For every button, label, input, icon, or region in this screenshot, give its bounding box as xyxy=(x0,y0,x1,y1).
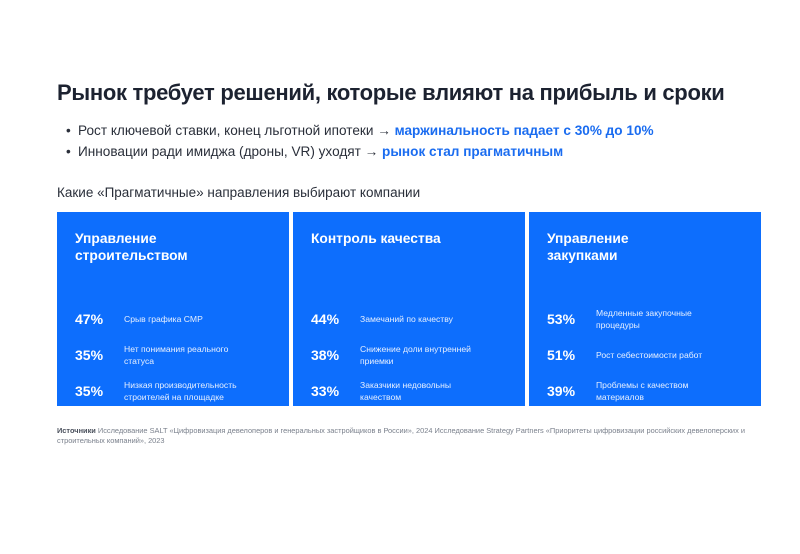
sources-text: Исследование SALT «Цифровизация девелопе… xyxy=(57,426,745,445)
metric-row: 38% Снижение доли внутренней приемки xyxy=(311,337,507,373)
metric-row: 35% Низкая производительность строителей… xyxy=(75,373,271,409)
metric-row: 44% Замечаний по качеству xyxy=(311,301,507,337)
metric-value: 53% xyxy=(547,311,576,327)
card-title: Управление закупками xyxy=(547,231,629,263)
bullet-text: Инновации ради имиджа (дроны, VR) уходят… xyxy=(78,144,383,159)
bullet-highlight: маржинальность падает с 30% до 10% xyxy=(394,123,654,138)
metric-label: Медленные закупочные процедуры xyxy=(596,308,692,330)
metric-value: 44% xyxy=(311,311,340,327)
card-title: Контроль качества xyxy=(311,231,441,246)
metric-value: 35% xyxy=(75,383,104,399)
metric-value: 33% xyxy=(311,383,340,399)
bullet-item: • Инновации ради имиджа (дроны, VR) уходя… xyxy=(66,141,654,162)
bullet-marker: • xyxy=(66,123,71,138)
metric-label: Нет понимания реального статуса xyxy=(124,344,229,366)
metric-label: Низкая производительность строителей на … xyxy=(124,380,237,402)
metric-list: 44% Замечаний по качеству 38% Снижение д… xyxy=(311,301,507,409)
metric-value: 47% xyxy=(75,311,104,327)
metric-list: 53% Медленные закупочные процедуры 51% Р… xyxy=(547,301,743,409)
card-title: Управление строительством xyxy=(75,231,188,263)
page-title: Рынок требует решений, которые влияют на… xyxy=(57,80,725,105)
metric-value: 38% xyxy=(311,347,340,363)
metric-label: Срыв графика СМР xyxy=(124,314,203,324)
metric-label: Заказчики недовольны качеством xyxy=(360,380,452,402)
bullet-list: • Рост ключевой ставки, конец льготной ип… xyxy=(66,120,654,162)
bullet-text: Рост ключевой ставки, конец льготной ипо… xyxy=(78,123,395,138)
metric-row: 51% Рост себестоимости работ xyxy=(547,337,743,373)
metric-row: 39% Проблемы с качеством материалов xyxy=(547,373,743,409)
sources-label: Источники xyxy=(57,426,96,435)
metric-value: 51% xyxy=(547,347,576,363)
metric-row: 33% Заказчики недовольны качеством xyxy=(311,373,507,409)
card-procurement-management: Управление закупками 53% Медленные закуп… xyxy=(529,212,761,406)
metric-row: 53% Медленные закупочные процедуры xyxy=(547,301,743,337)
bullet-highlight: рынок стал прагматичным xyxy=(382,144,564,159)
metric-row: 47% Срыв графика СМР xyxy=(75,301,271,337)
metric-label: Замечаний по качеству xyxy=(360,314,453,324)
sources-footnote: Источники Исследование SALT «Цифровизаци… xyxy=(57,426,747,446)
metric-label: Проблемы с качеством материалов xyxy=(596,380,689,402)
bullet-marker: • xyxy=(66,144,71,159)
card-quality-control: Контроль качества 44% Замечаний по качес… xyxy=(293,212,525,406)
metric-label: Рост себестоимости работ xyxy=(596,350,703,360)
metric-label: Снижение доли внутренней приемки xyxy=(360,344,471,366)
stat-cards: Управление строительством 47% Срыв графи… xyxy=(57,212,761,406)
section-subtitle: Какие «Прагматичные» направления выбираю… xyxy=(57,185,421,200)
metric-value: 39% xyxy=(547,383,576,399)
metric-value: 35% xyxy=(75,347,104,363)
metric-list: 47% Срыв графика СМР 35% Нет понимания р… xyxy=(75,301,271,409)
bullet-item: • Рост ключевой ставки, конец льготной ип… xyxy=(66,120,654,141)
card-construction-management: Управление строительством 47% Срыв графи… xyxy=(57,212,289,406)
metric-row: 35% Нет понимания реального статуса xyxy=(75,337,271,373)
